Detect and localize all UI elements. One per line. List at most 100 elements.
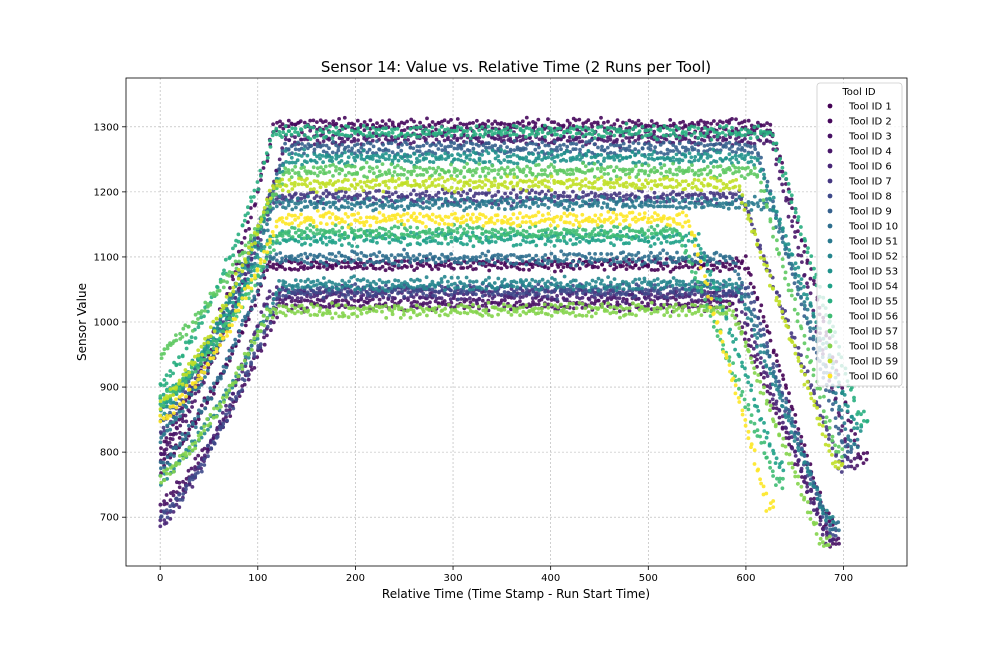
data-point	[490, 201, 495, 206]
data-point	[786, 418, 791, 423]
data-point	[289, 260, 294, 265]
data-point	[228, 286, 232, 290]
data-point	[423, 193, 428, 198]
data-point	[750, 201, 754, 205]
data-point	[683, 123, 687, 128]
data-point	[746, 285, 751, 290]
data-point	[421, 301, 426, 306]
data-point	[755, 238, 760, 243]
data-point	[755, 352, 760, 357]
data-point	[442, 138, 447, 143]
data-point	[678, 120, 682, 125]
data-point	[415, 261, 420, 266]
data-point	[827, 433, 831, 437]
data-point	[789, 261, 794, 266]
data-point	[615, 300, 620, 305]
data-point	[505, 145, 509, 150]
data-point	[215, 325, 220, 330]
data-point	[565, 118, 570, 123]
data-point	[421, 206, 425, 211]
data-point	[761, 319, 766, 324]
data-point	[427, 263, 432, 268]
data-point	[493, 119, 497, 124]
data-point	[789, 404, 794, 409]
data-point	[737, 276, 742, 281]
data-point	[583, 200, 588, 205]
data-point	[578, 147, 582, 152]
data-point	[681, 119, 685, 124]
data-point	[840, 386, 845, 390]
data-point	[676, 192, 681, 197]
data-point	[603, 291, 607, 295]
data-point	[746, 200, 751, 204]
data-point	[459, 193, 463, 198]
data-point	[648, 199, 653, 204]
data-point	[580, 295, 585, 300]
data-point	[162, 521, 167, 526]
data-point	[205, 401, 210, 405]
data-point	[653, 285, 657, 290]
data-point	[508, 261, 513, 266]
data-point	[265, 296, 270, 301]
data-point	[568, 263, 573, 268]
data-point	[830, 407, 834, 412]
data-point	[308, 285, 313, 290]
data-point	[514, 300, 519, 305]
data-point	[861, 461, 866, 465]
data-point	[393, 255, 397, 260]
data-point	[668, 269, 673, 274]
data-point	[625, 202, 629, 207]
data-point	[849, 420, 853, 424]
data-point	[202, 457, 207, 461]
data-point	[449, 252, 453, 256]
data-point	[427, 257, 431, 262]
data-point	[687, 206, 692, 211]
data-point	[512, 161, 516, 166]
data-point	[496, 265, 500, 270]
data-point	[389, 253, 394, 257]
data-point	[427, 200, 432, 205]
data-point	[805, 285, 810, 289]
data-point	[387, 157, 391, 161]
data-point	[784, 406, 788, 411]
data-point	[192, 417, 197, 421]
data-point	[389, 286, 394, 290]
data-point	[537, 261, 542, 266]
data-point	[299, 252, 303, 257]
data-point	[330, 192, 335, 197]
data-point	[225, 292, 230, 296]
data-point	[705, 196, 709, 201]
data-point	[418, 263, 423, 267]
data-point	[786, 214, 791, 219]
data-point	[428, 159, 432, 164]
data-point	[330, 150, 335, 155]
data-point	[686, 192, 691, 197]
data-point	[259, 310, 264, 314]
data-point	[631, 141, 636, 145]
data-point	[677, 283, 682, 287]
data-point	[533, 293, 538, 297]
data-point	[430, 290, 434, 295]
data-point	[377, 278, 382, 282]
data-point	[252, 203, 257, 208]
data-point	[365, 290, 370, 295]
data-point	[805, 466, 810, 470]
data-point	[277, 279, 281, 283]
data-point	[621, 287, 626, 291]
data-point	[386, 279, 391, 284]
data-point	[386, 256, 391, 261]
data-point	[724, 195, 729, 200]
data-point	[565, 282, 570, 287]
data-point	[762, 141, 766, 146]
data-point	[765, 341, 769, 345]
data-point	[349, 202, 354, 207]
data-point	[808, 320, 813, 324]
data-point	[503, 293, 507, 297]
data-point	[750, 150, 754, 155]
data-point	[336, 207, 341, 212]
data-point	[865, 451, 870, 455]
data-point	[412, 119, 416, 124]
data-point	[399, 253, 404, 257]
data-point	[361, 142, 366, 147]
data-point	[175, 426, 180, 431]
